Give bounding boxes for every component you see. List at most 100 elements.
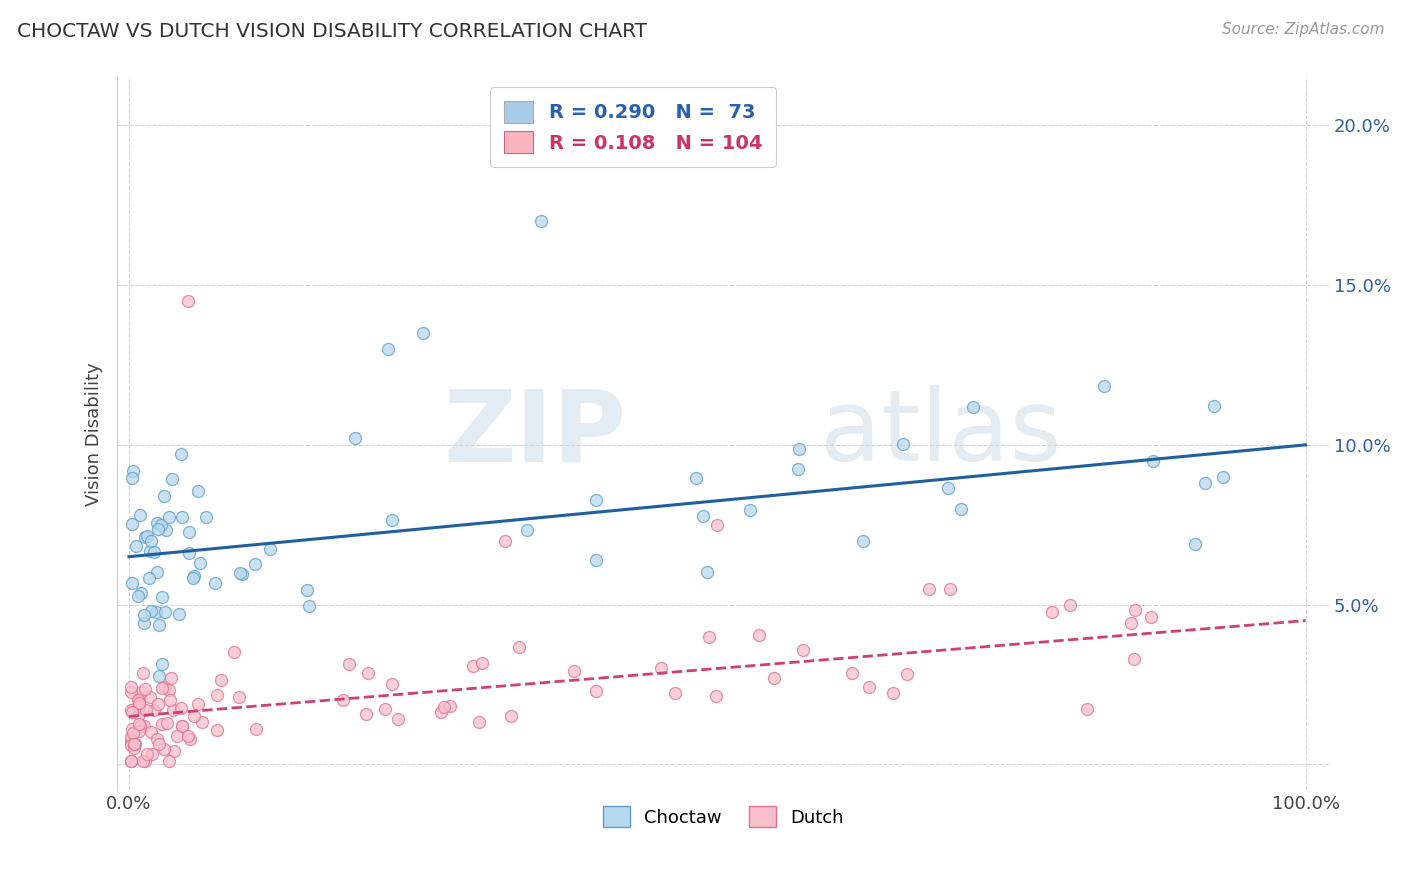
- Point: [148, 669, 170, 683]
- Point: [153, 490, 176, 504]
- Legend: Choctaw, Dutch: Choctaw, Dutch: [595, 799, 851, 834]
- Point: [188, 556, 211, 570]
- Point: [120, 739, 142, 753]
- Point: [228, 690, 250, 705]
- Point: [650, 661, 672, 675]
- Point: [146, 697, 169, 711]
- Point: [128, 508, 150, 522]
- Point: [150, 681, 173, 695]
- Point: [146, 516, 169, 530]
- Point: [172, 510, 194, 524]
- Point: [128, 717, 150, 731]
- Point: [134, 681, 156, 696]
- Point: [891, 437, 914, 451]
- Point: [344, 431, 367, 445]
- Point: [1076, 702, 1098, 716]
- Point: [470, 656, 492, 670]
- Point: [120, 685, 142, 699]
- Point: [204, 575, 226, 590]
- Point: [1121, 615, 1143, 630]
- Point: [516, 523, 538, 537]
- Point: [706, 517, 728, 532]
- Point: [143, 545, 166, 559]
- Point: [585, 493, 607, 508]
- Point: [150, 716, 173, 731]
- Point: [205, 723, 228, 738]
- Point: [132, 719, 155, 733]
- Point: [706, 689, 728, 703]
- Point: [377, 342, 399, 356]
- Point: [155, 523, 177, 537]
- Point: [412, 326, 434, 340]
- Point: [177, 729, 200, 743]
- Point: [128, 698, 150, 712]
- Point: [169, 607, 191, 621]
- Point: [187, 484, 209, 499]
- Point: [259, 542, 281, 557]
- Point: [121, 464, 143, 478]
- Point: [381, 677, 404, 691]
- Point: [786, 461, 808, 475]
- Point: [179, 546, 201, 560]
- Point: [1194, 476, 1216, 491]
- Point: [696, 565, 718, 579]
- Point: [125, 539, 148, 553]
- Point: [155, 605, 177, 619]
- Point: [792, 643, 814, 657]
- Point: [121, 705, 143, 719]
- Point: [508, 640, 530, 654]
- Point: [121, 471, 143, 485]
- Point: [332, 693, 354, 707]
- Point: [122, 741, 145, 756]
- Point: [131, 665, 153, 680]
- Point: [1202, 399, 1225, 413]
- Point: [148, 617, 170, 632]
- Text: ZIP: ZIP: [443, 385, 626, 483]
- Point: [177, 524, 200, 539]
- Point: [120, 733, 142, 747]
- Text: CHOCTAW VS DUTCH VISION DISABILITY CORRELATION CHART: CHOCTAW VS DUTCH VISION DISABILITY CORRE…: [17, 22, 647, 41]
- Point: [664, 686, 686, 700]
- Point: [129, 719, 152, 733]
- Point: [387, 712, 409, 726]
- Point: [138, 572, 160, 586]
- Point: [433, 700, 456, 714]
- Point: [134, 754, 156, 768]
- Point: [163, 744, 186, 758]
- Point: [585, 553, 607, 567]
- Point: [134, 608, 156, 623]
- Point: [852, 534, 875, 549]
- Point: [132, 754, 155, 768]
- Point: [157, 510, 180, 524]
- Point: [231, 566, 253, 581]
- Point: [162, 703, 184, 717]
- Point: [120, 754, 142, 768]
- Point: [121, 723, 143, 737]
- Point: [136, 747, 159, 762]
- Point: [135, 528, 157, 542]
- Y-axis label: Vision Disability: Vision Disability: [86, 362, 103, 506]
- Point: [128, 724, 150, 739]
- Point: [243, 557, 266, 571]
- Point: [139, 544, 162, 558]
- Point: [179, 731, 201, 746]
- Point: [461, 658, 484, 673]
- Point: [430, 705, 453, 719]
- Point: [1123, 651, 1146, 665]
- Point: [128, 696, 150, 710]
- Point: [229, 566, 252, 580]
- Point: [585, 684, 607, 698]
- Point: [748, 628, 770, 642]
- Point: [896, 666, 918, 681]
- Point: [135, 703, 157, 717]
- Point: [1123, 603, 1146, 617]
- Point: [121, 575, 143, 590]
- Point: [1184, 537, 1206, 551]
- Point: [128, 691, 150, 706]
- Text: atlas: atlas: [820, 385, 1062, 483]
- Point: [295, 582, 318, 597]
- Point: [129, 586, 152, 600]
- Point: [128, 706, 150, 721]
- Point: [150, 657, 173, 672]
- Point: [962, 400, 984, 414]
